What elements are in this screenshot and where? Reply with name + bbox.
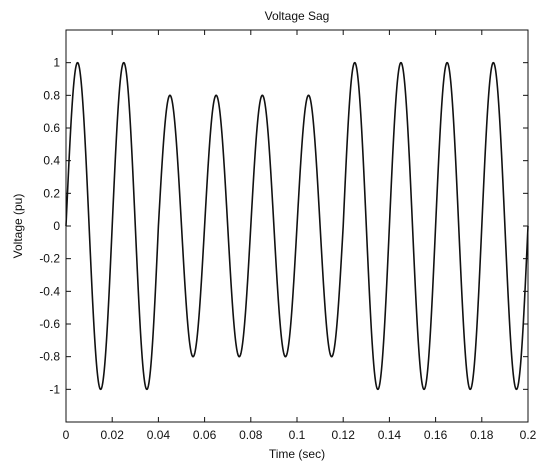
y-tick-label: -0.2 xyxy=(39,252,60,266)
x-tick-label: 0.12 xyxy=(332,428,356,442)
y-tick-label: -1 xyxy=(49,382,60,396)
chart-title: Voltage Sag xyxy=(265,9,330,23)
x-tick-label: 0.02 xyxy=(101,428,125,442)
x-tick-label: 0.1 xyxy=(289,428,306,442)
x-tick-label: 0.06 xyxy=(193,428,217,442)
y-tick-label: -0.4 xyxy=(39,284,60,298)
y-tick-label: 1 xyxy=(53,56,60,70)
x-axis-title: Time (sec) xyxy=(269,447,325,461)
voltage-series-line xyxy=(65,61,529,391)
x-tick-label: 0.04 xyxy=(147,428,171,442)
y-axis-title: Voltage (pu) xyxy=(11,194,25,259)
x-tick-label: 0.08 xyxy=(239,428,263,442)
y-axis-ticks: 1 0.8 0.6 0.4 0.2 0 -0.2 -0.4 -0.6 -0.8 -1 xyxy=(39,56,528,396)
y-tick-label: 0 xyxy=(53,219,60,233)
x-tick-label: 0.16 xyxy=(424,428,448,442)
y-tick-label: 0.8 xyxy=(43,88,60,102)
x-tick-label: 0.14 xyxy=(378,428,402,442)
y-tick-label: 0.2 xyxy=(43,186,60,200)
x-axis-ticks: 0 0.02 0.04 0.06 0.08 0.1 0.12 0.14 0.16 0.18 0.2 xyxy=(63,30,537,442)
x-tick-label: 0.18 xyxy=(470,428,494,442)
x-tick-label: 0.2 xyxy=(520,428,537,442)
y-tick-label: -0.8 xyxy=(39,350,60,364)
y-tick-label: 0.6 xyxy=(43,121,60,135)
y-tick-label: -0.6 xyxy=(39,317,60,331)
x-tick-label: 0 xyxy=(63,428,70,442)
y-tick-label: 0.4 xyxy=(43,154,60,168)
